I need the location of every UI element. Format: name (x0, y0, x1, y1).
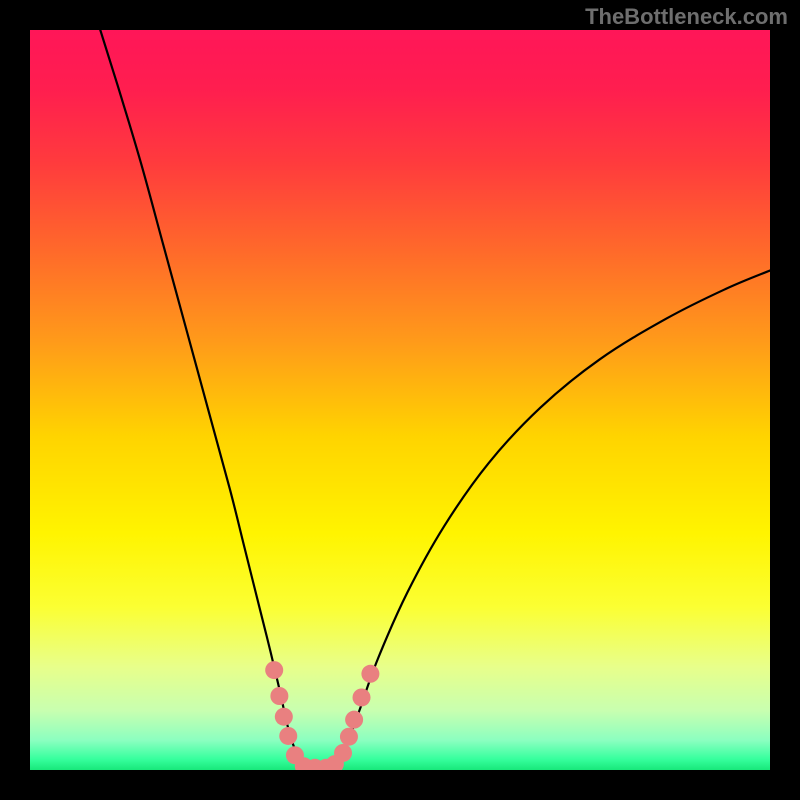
chart-svg (30, 30, 770, 770)
marker-point (334, 744, 352, 762)
marker-point (340, 728, 358, 746)
chart-frame: TheBottleneck.com (0, 0, 800, 800)
marker-point (353, 688, 371, 706)
gradient-bg (30, 30, 770, 770)
watermark-text: TheBottleneck.com (585, 4, 788, 30)
marker-point (279, 727, 297, 745)
marker-point (265, 661, 283, 679)
plot-area (30, 30, 770, 770)
marker-point (270, 687, 288, 705)
marker-point (361, 665, 379, 683)
marker-point (275, 708, 293, 726)
marker-point (345, 711, 363, 729)
